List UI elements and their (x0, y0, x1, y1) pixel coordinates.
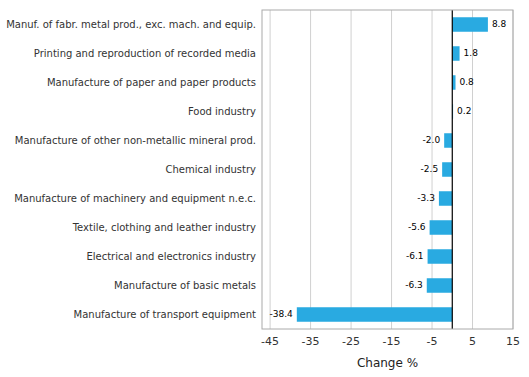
data-label: 0.8 (460, 77, 475, 87)
zero-line (452, 10, 453, 329)
tick-label: -15 (383, 335, 401, 348)
category-label: Manufacture of paper and paper products (47, 77, 256, 88)
data-label: 1.8 (464, 48, 479, 58)
data-label: -2.0 (423, 135, 441, 145)
bar (439, 191, 452, 206)
category-label: Textile, clothing and leather industry (72, 222, 256, 233)
bar (452, 46, 459, 61)
chart: Manufacture of transport equipment Manufa… (0, 0, 529, 377)
data-label: -5.6 (408, 222, 426, 232)
plot-frame (262, 10, 513, 329)
bar (452, 17, 488, 32)
tick-label: 15 (506, 335, 520, 348)
grid-line (391, 10, 392, 329)
tick-label: -25 (342, 335, 360, 348)
bars (297, 17, 488, 322)
data-label: -6.1 (406, 251, 424, 261)
bar (427, 278, 453, 293)
grid-line (310, 10, 311, 329)
grid-line (270, 10, 271, 329)
data-label: -3.3 (417, 193, 435, 203)
category-label: Manufacture of transport equipment (74, 309, 256, 320)
data-label: -6.3 (405, 280, 423, 290)
tick-label: -45 (261, 335, 279, 348)
tick-label: 5 (469, 335, 476, 348)
category-label: Food industry (188, 106, 256, 117)
bar (442, 162, 452, 177)
bar (428, 249, 453, 264)
data-label: -2.5 (421, 164, 439, 174)
grid (270, 10, 513, 329)
category-label: Manuf. of fabr. metal prod., exc. mach. … (6, 19, 256, 30)
bar (444, 133, 452, 148)
tick-label: -35 (302, 335, 320, 348)
data-label: -38.4 (270, 309, 294, 319)
grid-line (351, 10, 352, 329)
tick-label: -5 (427, 335, 438, 348)
category-label: Manufacture of machinery and equipment n… (14, 193, 256, 204)
bar (430, 220, 453, 235)
x-axis-label: Change % (357, 356, 418, 370)
category-label: Chemical industry (165, 164, 256, 175)
data-label: 0.2 (457, 106, 471, 116)
category-label: Manufacture of basic metals (114, 280, 256, 291)
category-label: Manufacture of other non-metallic minera… (15, 135, 256, 146)
bar (297, 307, 452, 322)
category-label: Electrical and electronics industry (86, 251, 256, 262)
category-label: Printing and reproduction of recorded me… (34, 48, 256, 59)
data-label: 8.8 (492, 19, 507, 29)
